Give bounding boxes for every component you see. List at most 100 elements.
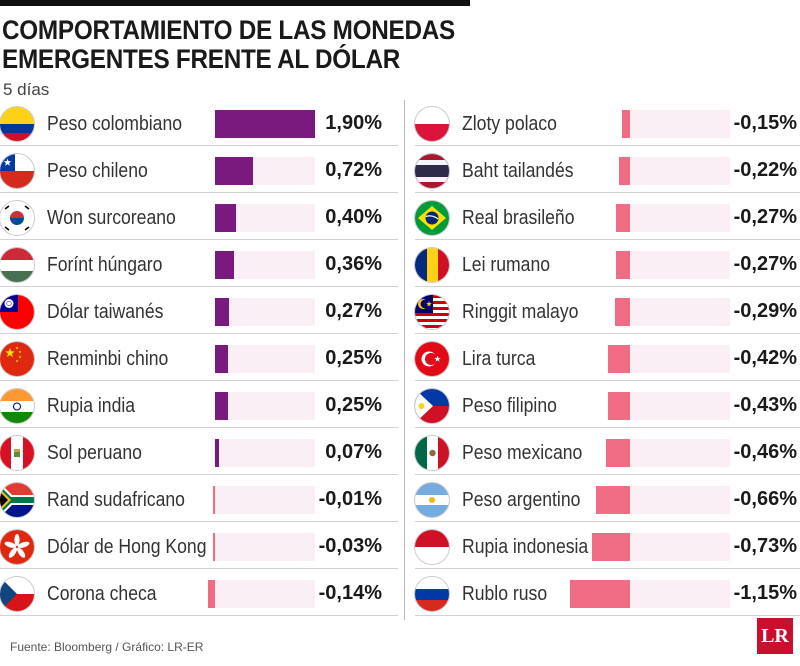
currency-name: Dólar taiwanés <box>47 301 164 323</box>
bar-track <box>606 439 730 467</box>
hungary-flag-icon <box>0 248 34 282</box>
bar-track <box>213 533 315 561</box>
bar <box>570 580 630 608</box>
chart-title-line1: COMPORTAMIENTO DE LAS MONEDAS <box>2 15 455 45</box>
currency-row: Ringgit malayo -0,29% <box>415 288 800 334</box>
china-flag-icon <box>0 342 34 376</box>
currency-name: Renminbi chino <box>47 348 169 370</box>
row-separator <box>0 192 398 193</box>
currency-row: Zloty polaco -0,15% <box>415 100 800 146</box>
currency-name: Corona checa <box>47 583 157 605</box>
currency-name: Ringgit malayo <box>462 301 579 323</box>
chart-title: COMPORTAMIENTO DE LAS MONEDAS EMERGENTES… <box>2 16 506 74</box>
bar <box>615 204 630 232</box>
chart-subtitle: 5 días <box>3 80 50 99</box>
czech-flag-icon <box>0 577 34 611</box>
value-label: 0,25% <box>325 394 382 416</box>
row-separator <box>415 192 800 193</box>
row-separator <box>415 427 800 428</box>
top-rule <box>0 0 470 6</box>
bar-track <box>618 157 730 185</box>
bar <box>215 110 315 138</box>
currency-name: Rublo ruso <box>462 583 548 605</box>
bar <box>606 439 630 467</box>
india-flag-icon <box>0 389 34 423</box>
currency-name: Peso argentino <box>462 489 581 511</box>
bar <box>215 251 234 279</box>
value-label: 0,07% <box>325 441 382 463</box>
currency-name: Dólar de Hong Kong <box>47 536 207 558</box>
russia-flag-icon <box>415 577 449 611</box>
currency-row: Peso mexicano -0,46% <box>415 429 800 475</box>
row-separator <box>415 615 800 616</box>
value-label: -0,15% <box>733 112 797 134</box>
malaysia-flag-icon <box>415 295 449 329</box>
philippines-flag-icon <box>415 389 449 423</box>
value-label: -0,27% <box>733 253 797 275</box>
bar <box>215 345 229 373</box>
value-label: -0,27% <box>733 206 797 228</box>
bar-track <box>215 345 315 373</box>
value-label: 1,90% <box>325 112 382 134</box>
value-label: 0,72% <box>325 159 382 181</box>
lr-logo: LR <box>757 618 793 654</box>
currency-name: Lei rumano <box>462 254 551 276</box>
turkey-flag-icon <box>415 342 449 376</box>
row-separator <box>415 286 800 287</box>
row-separator <box>0 615 398 616</box>
currency-name: Peso chileno <box>47 160 148 182</box>
currency-name: Peso mexicano <box>462 442 583 464</box>
bar <box>591 533 630 561</box>
currency-row: Peso colombiano 1,90% <box>0 100 398 146</box>
bar <box>614 298 630 326</box>
value-label: 0,40% <box>325 206 382 228</box>
row-separator <box>0 333 398 334</box>
currency-name: Zloty polaco <box>462 113 557 135</box>
currency-row: Renminbi chino 0,25% <box>0 335 398 381</box>
currency-row: Dólar taiwanés 0,27% <box>0 288 398 334</box>
bar <box>607 392 630 420</box>
bar-track <box>615 251 730 279</box>
bar-track <box>215 204 315 232</box>
currency-name: Rupia indonesia <box>462 536 589 558</box>
bar-track <box>595 486 730 514</box>
row-separator <box>0 521 398 522</box>
currency-row: Rand sudafricano -0,01% <box>0 476 398 522</box>
currency-row: Real brasileño -0,27% <box>415 194 800 240</box>
row-separator <box>0 427 398 428</box>
row-separator <box>0 568 398 569</box>
currency-name: Won surcoreano <box>47 207 176 229</box>
bar-track <box>207 580 315 608</box>
bar-track <box>607 392 730 420</box>
bar <box>215 204 237 232</box>
value-label: 0,27% <box>325 300 382 322</box>
currency-row: Peso filipino -0,43% <box>415 382 800 428</box>
currency-row: Baht tailandés -0,22% <box>415 147 800 193</box>
bar-track <box>215 439 315 467</box>
bar-track <box>215 110 315 138</box>
value-label: -0,43% <box>733 394 797 416</box>
value-label: 0,36% <box>325 253 382 275</box>
currency-row: Peso chileno 0,72% <box>0 147 398 193</box>
hong-kong-flag-icon <box>0 530 34 564</box>
bar-track <box>570 580 730 608</box>
bar <box>215 439 219 467</box>
column-divider <box>404 100 405 620</box>
bar-track <box>608 345 730 373</box>
row-separator <box>0 239 398 240</box>
value-label: -0,66% <box>733 488 797 510</box>
row-separator <box>415 333 800 334</box>
value-label: -0,14% <box>318 582 382 604</box>
currency-row: Won surcoreano 0,40% <box>0 194 398 240</box>
bar-track <box>215 157 315 185</box>
bar <box>608 345 630 373</box>
chile-flag-icon <box>0 154 34 188</box>
bar <box>595 486 630 514</box>
currency-name: Real brasileño <box>462 207 575 229</box>
value-label: -0,46% <box>733 441 797 463</box>
value-label: -0,22% <box>733 159 797 181</box>
bar <box>215 392 229 420</box>
taiwan-flag-icon <box>0 295 34 329</box>
row-separator <box>415 474 800 475</box>
row-separator <box>0 286 398 287</box>
